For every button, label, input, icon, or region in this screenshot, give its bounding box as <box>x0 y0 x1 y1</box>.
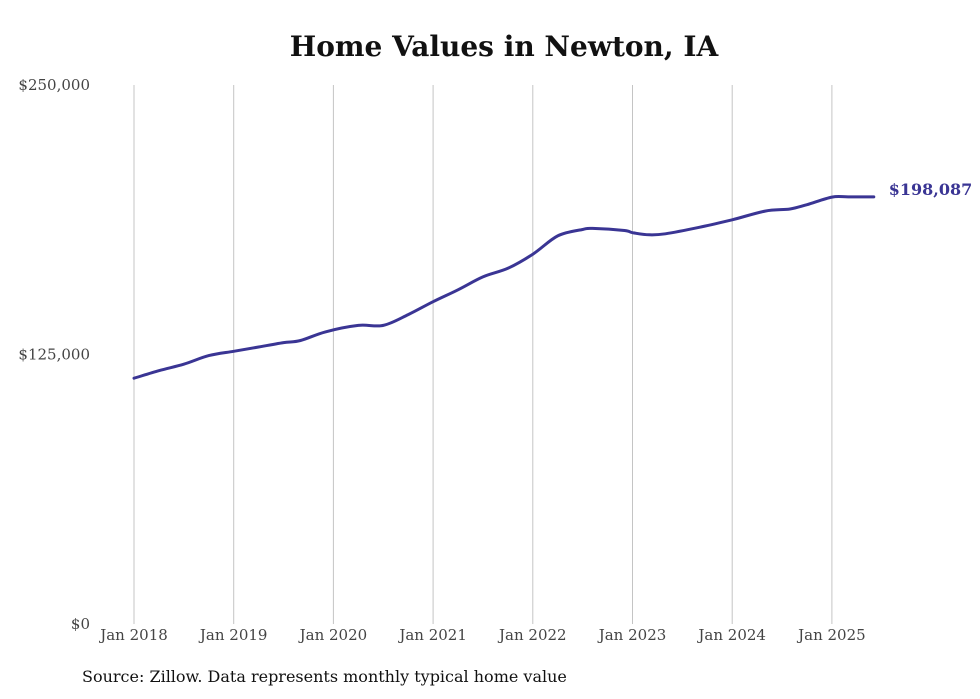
home-value-line <box>132 194 876 380</box>
x-tick-label-7: Jan 2025 <box>796 626 866 644</box>
x-tick-label-0: Jan 2018 <box>98 626 168 644</box>
y-tick-label-0: $0 <box>71 615 90 633</box>
x-tick-label-6: Jan 2024 <box>696 626 766 644</box>
x-tick-label-4: Jan 2022 <box>497 626 567 644</box>
y-tick-label-1: $125,000 <box>18 346 90 364</box>
x-tick-label-2: Jan 2020 <box>298 626 368 644</box>
x-tick-label-5: Jan 2023 <box>597 626 667 644</box>
x-tick-label-3: Jan 2021 <box>397 626 467 644</box>
chart-title: Home Values in Newton, IA <box>289 30 719 63</box>
source-note: Source: Zillow. Data represents monthly … <box>82 667 567 686</box>
y-tick-label-2: $250,000 <box>18 76 90 94</box>
grid-lines <box>133 85 833 624</box>
x-tick-label-1: Jan 2019 <box>198 626 268 644</box>
latest-value-label: $198,087 <box>889 180 973 199</box>
x-axis-labels: Jan 2018 Jan 2019 Jan 2020 Jan 2021 Jan 2022… <box>98 626 865 644</box>
y-axis-labels: $0 $125,000 $250,000 <box>18 76 90 633</box>
